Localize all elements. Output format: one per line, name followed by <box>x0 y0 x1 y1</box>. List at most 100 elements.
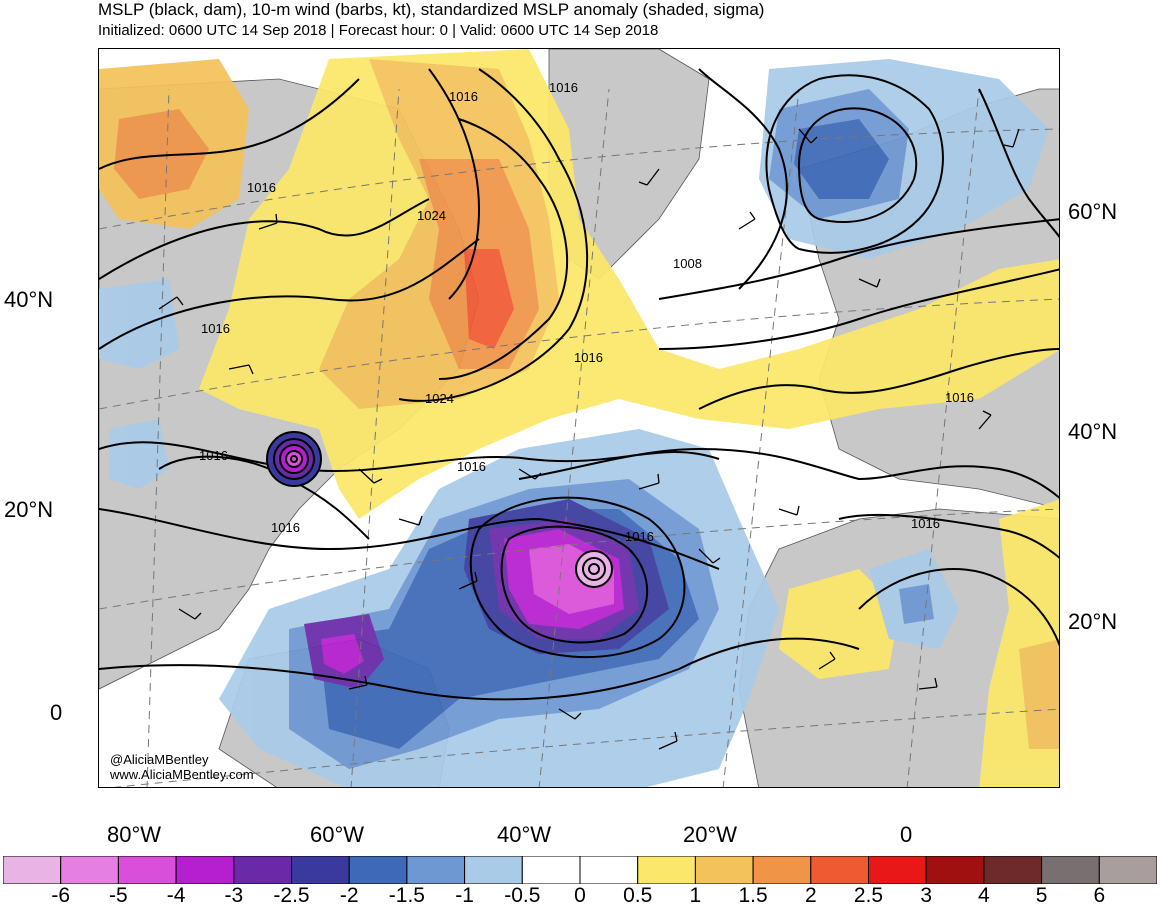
colorbar-swatch <box>925 856 985 884</box>
isobar <box>428 68 481 300</box>
wind-barb <box>978 410 992 430</box>
isobar <box>858 568 1059 647</box>
map-title: MSLP (black, dam), 10-m wind (barbs, kt)… <box>98 0 765 19</box>
graticule-line <box>99 508 1059 610</box>
colorbar-swatch <box>637 856 696 884</box>
contour-label-group: 1016 1016 1016 1024 1016 1008 1016 1016 … <box>199 80 974 544</box>
lat-label-right-20n: 20°N <box>1068 609 1118 634</box>
cyclone-isobar <box>285 450 303 468</box>
wind-barb <box>558 708 582 720</box>
negative-anomaly-region <box>99 279 179 369</box>
isobar <box>99 198 430 280</box>
lat-label-left-eq: 0 <box>50 700 63 725</box>
lon-label-40w: 40°W <box>497 822 552 847</box>
lon-label-80w: 80°W <box>107 822 162 847</box>
colorbar-swatch <box>694 856 754 884</box>
colorbar-label: -1.5 <box>388 884 425 907</box>
colorbar-swatch <box>521 856 581 884</box>
colorbar-label: 0 <box>574 884 586 907</box>
wind-barb <box>918 677 938 690</box>
isobar <box>469 496 686 659</box>
lon-label-20w: 20°W <box>683 822 738 847</box>
contour-label: 1016 <box>945 390 974 405</box>
lat-label-left-20n: 20°N <box>4 497 54 522</box>
colorbar-label: 1.5 <box>738 884 768 907</box>
wind-barb <box>358 468 383 484</box>
contour-label: 1016 <box>911 516 940 531</box>
graticule-line <box>99 128 1059 230</box>
colorbar-swatch <box>579 856 639 884</box>
colorbar-swatch <box>291 856 350 884</box>
contour-label: 1016 <box>574 350 603 365</box>
contour-label: 1016 <box>549 80 578 95</box>
mslp-contours <box>99 68 1059 701</box>
colorbar-label: 6 <box>1093 884 1106 907</box>
negative-anomaly-region <box>321 634 364 674</box>
graticule <box>99 88 1059 787</box>
wind-barb <box>818 651 836 670</box>
isobar <box>398 68 589 402</box>
isobar <box>99 637 860 701</box>
wind-barb <box>458 571 478 590</box>
colorbar-label: 1 <box>689 884 702 907</box>
colorbar-label: -2.5 <box>273 884 310 907</box>
colorbar-label: -3 <box>224 884 244 907</box>
credit-handle: @AliciaMBentley <box>110 752 209 767</box>
isobar <box>99 78 360 170</box>
isobar <box>838 513 1059 559</box>
graticule-line <box>146 88 170 787</box>
contour-label: 1008 <box>673 256 702 271</box>
lat-label-right-60n: 60°N <box>1068 199 1118 224</box>
colorbar-swatch <box>233 856 293 884</box>
colorbar-label: 2.5 <box>853 884 884 907</box>
graticule-line <box>538 88 610 787</box>
colorbar-label: -1 <box>455 884 474 907</box>
colorbar-swatch <box>464 856 523 884</box>
positive-anomaly-region <box>1019 639 1059 749</box>
wind-barb <box>778 505 800 516</box>
isobar <box>99 238 480 350</box>
lon-label-60w: 60°W <box>310 822 365 847</box>
lat-label-right-40n: 40°N <box>1068 419 1118 444</box>
colorbar-swatch <box>1098 856 1157 884</box>
colorbar-label: -2 <box>339 884 359 907</box>
weather-map: 1016 1016 1016 1024 1016 1008 1016 1016 … <box>98 48 1060 788</box>
cyclone-isobar <box>290 455 298 463</box>
wind-barb <box>798 128 818 144</box>
negative-anomaly-region <box>899 584 934 624</box>
wind-barb <box>398 515 423 526</box>
cyclone-isobar <box>575 550 613 588</box>
isobar <box>698 348 1059 410</box>
colorbar-swatch <box>348 856 408 884</box>
isobar <box>438 118 569 380</box>
positive-anomaly-region <box>779 569 899 679</box>
isobar <box>698 68 788 290</box>
wind-barb <box>698 548 721 564</box>
colorbar-label: 4 <box>978 884 990 907</box>
positive-anomaly-region <box>114 109 209 199</box>
map-subtitle: Initialized: 0600 UTC 14 Sep 2018 | Fore… <box>98 22 659 39</box>
isobar <box>500 525 649 644</box>
credit-url: www.AliciaMBentley.com <box>110 767 254 782</box>
colorbar-label: -5 <box>109 884 128 907</box>
colorbar <box>3 856 1157 884</box>
colorbar-swatch <box>983 856 1043 884</box>
colorbar-label: 2 <box>804 884 817 907</box>
colorbar-label: -6 <box>51 884 71 907</box>
lon-label-0: 0 <box>900 822 913 847</box>
graticule-line <box>906 88 980 787</box>
colorbar-label: 5 <box>1035 884 1048 907</box>
isobar <box>797 107 918 223</box>
colorbar-label: 0.5 <box>623 884 653 907</box>
wind-barb <box>158 296 184 310</box>
lat-label-left-40n: 40°N <box>4 287 54 312</box>
contour-label: 1016 <box>247 180 276 195</box>
isobar <box>658 268 1059 350</box>
graticule-line <box>350 88 400 787</box>
cyclone-isobar <box>582 557 606 581</box>
colorbar-swatch <box>868 856 927 884</box>
wind-barb <box>638 168 660 186</box>
contour-label: 1016 <box>271 520 300 535</box>
isobar <box>658 218 1059 300</box>
negative-anomaly-region <box>794 119 889 199</box>
